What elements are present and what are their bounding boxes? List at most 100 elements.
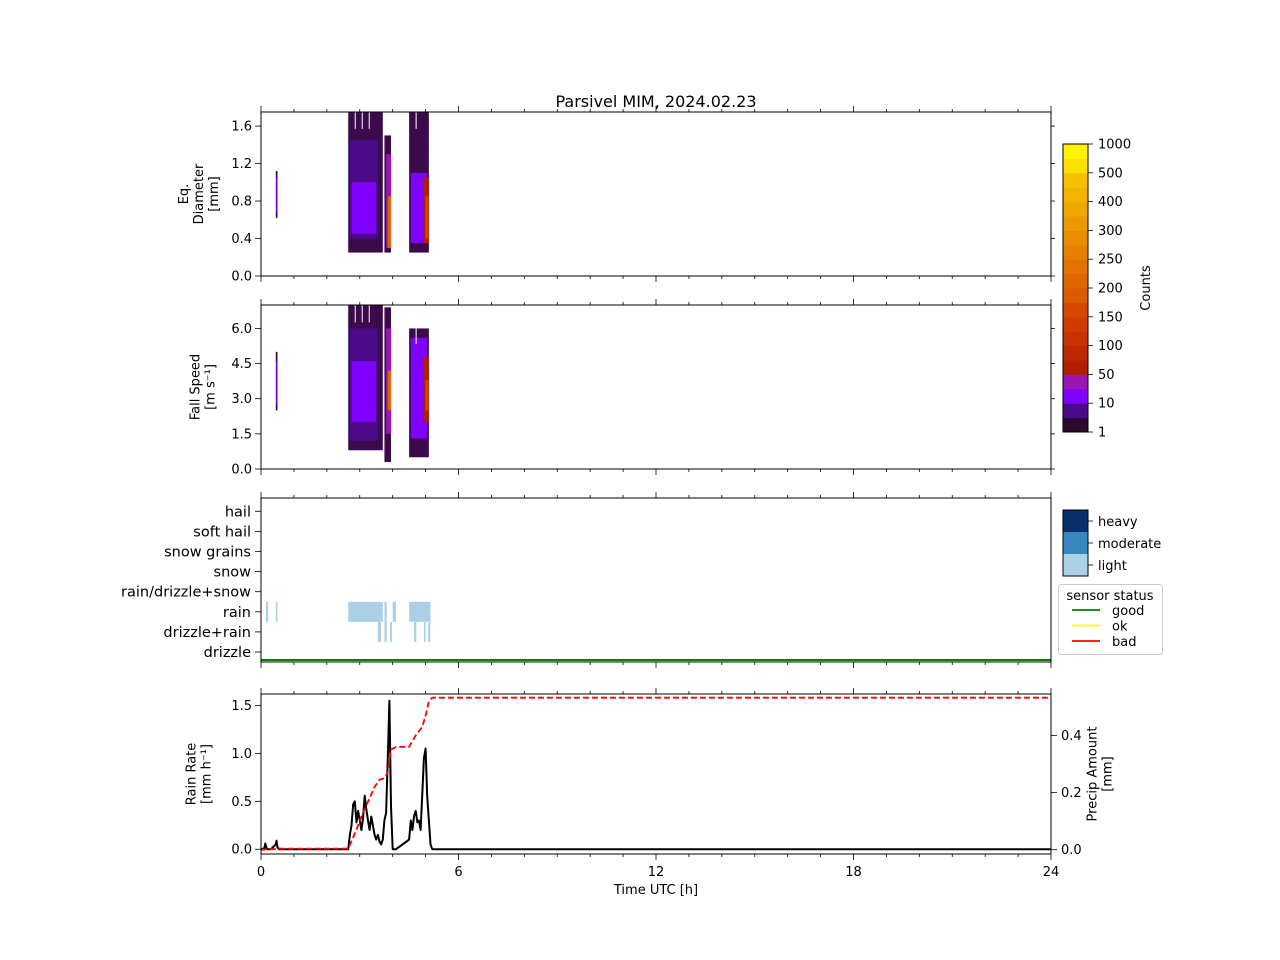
y-tick-label: 1.5 bbox=[231, 699, 252, 714]
counts-colorbar-swatch bbox=[1063, 388, 1088, 404]
y-tick-label: 0.4 bbox=[231, 232, 252, 247]
diameter-panel: 0.0 0.4 0.8 1.2 1.6 Eq.Diameter[mm] bbox=[177, 106, 1055, 285]
heatmap-cell-cluster bbox=[387, 196, 392, 248]
category-label: rain/drizzle+snow bbox=[121, 585, 251, 601]
rainrate-panel: 0 6 12 18 240.00.51.01.50.00.20.4 Rain Rate[… bbox=[185, 688, 1116, 880]
legend-item-label: ok bbox=[1112, 620, 1128, 635]
y-label-line: Rain Rate bbox=[185, 743, 200, 806]
counts-colorbar-swatch bbox=[1063, 201, 1088, 217]
x-axis-label: Time UTC [h] bbox=[613, 883, 698, 898]
category-label: drizzle+rain bbox=[163, 625, 251, 641]
y-tick-label: 0.0 bbox=[231, 270, 252, 285]
legend-item-label: bad bbox=[1112, 635, 1136, 650]
y-label-line: Eq. bbox=[177, 184, 192, 205]
category-label: drizzle bbox=[204, 645, 251, 661]
colorbar-tick-label: 1 bbox=[1098, 426, 1106, 441]
intensity-colorbar-swatch bbox=[1063, 510, 1088, 532]
legend-item-label: good bbox=[1112, 604, 1144, 619]
category-label: snow grains bbox=[164, 545, 251, 561]
y-tick-label: 0.8 bbox=[231, 195, 252, 210]
rainrate-lines bbox=[260, 696, 1051, 851]
y-tick-label: 0.5 bbox=[231, 795, 252, 810]
rainrate-ticks: 0 6 12 18 240.00.51.01.50.00.20.4 bbox=[231, 688, 1082, 880]
y-label-line: [m s⁻¹] bbox=[204, 364, 219, 410]
precip-type-segment bbox=[409, 601, 431, 622]
colorbar-tick-label: 100 bbox=[1098, 339, 1123, 354]
heatmap-cell-cluster bbox=[410, 172, 428, 244]
rainrate-ylabel: Rain Rate[mm h⁻¹] bbox=[185, 743, 215, 806]
precip-type-segment bbox=[384, 621, 387, 642]
precip-type-segment bbox=[377, 621, 382, 642]
intensity-label: moderate bbox=[1098, 537, 1161, 552]
colorbar-tick-label: 50 bbox=[1098, 368, 1115, 383]
heatmap-cell-cluster bbox=[276, 177, 278, 213]
y-tick-label: 4.5 bbox=[231, 357, 252, 372]
counts-colorbar-label: Counts bbox=[1139, 265, 1154, 311]
precip-type-segments bbox=[261, 601, 1051, 661]
y-tick-label: 1.6 bbox=[231, 120, 252, 135]
counts-colorbar-swatch bbox=[1063, 331, 1088, 347]
precip-type-ticks: drizzle drizzle+rain rain rain/drizzle+snow… bbox=[121, 492, 1052, 668]
sensor-status-legend-title: sensor status bbox=[1066, 589, 1153, 604]
counts-colorbar-ticks: 1 10 50 100 150 200 250 300 400 500 1000 bbox=[1088, 138, 1131, 441]
x-tick-label: 6 bbox=[454, 865, 462, 880]
y2-tick-label: 0.2 bbox=[1061, 786, 1082, 801]
fallspeed-panel: 0.0 1.5 3.0 4.5 6.0 Fall Speed[m s⁻¹] bbox=[189, 299, 1055, 478]
fallspeed-ticks: 0.0 1.5 3.0 4.5 6.0 bbox=[231, 299, 1055, 478]
diameter-ylabel: Eq.Diameter[mm] bbox=[177, 163, 222, 224]
fallspeed-heatmap bbox=[275, 305, 429, 462]
counts-colorbar-swatch bbox=[1063, 360, 1088, 375]
colorbar-tick-label: 1000 bbox=[1098, 138, 1131, 153]
counts-colorbar-swatch bbox=[1063, 244, 1088, 260]
precip-type-segment bbox=[414, 621, 417, 642]
intensity-colorbar-swatches bbox=[1063, 510, 1088, 576]
heatmap-cell-cluster bbox=[351, 182, 377, 234]
precip-type-segment bbox=[265, 601, 269, 622]
category-label: rain bbox=[223, 605, 251, 621]
y2-label-line: [mm] bbox=[1101, 756, 1116, 791]
category-label: snow bbox=[214, 565, 252, 581]
precip-type-segment bbox=[275, 601, 278, 622]
y-tick-label: 1.0 bbox=[231, 747, 252, 762]
fallspeed-ylabel: Fall Speed[m s⁻¹] bbox=[189, 354, 219, 420]
counts-colorbar-swatch bbox=[1063, 288, 1088, 303]
colorbar-tick-label: 250 bbox=[1098, 253, 1123, 268]
y2-label-line: Precip Amount bbox=[1086, 727, 1101, 822]
intensity-colorbar-swatch bbox=[1063, 554, 1088, 576]
precip-type-panel: drizzle drizzle+rain rain rain/drizzle+snow… bbox=[121, 492, 1052, 668]
colorbar-tick-label: 200 bbox=[1098, 282, 1123, 297]
intensity-colorbar-ticks: heavy moderate light bbox=[1088, 515, 1161, 574]
x-tick-label: 0 bbox=[257, 865, 265, 880]
y-tick-label: 1.2 bbox=[231, 157, 252, 172]
intensity-colorbar-swatch bbox=[1063, 532, 1088, 554]
heatmap-cell-cluster bbox=[387, 370, 392, 411]
y-tick-label: 0.0 bbox=[231, 843, 252, 858]
category-label: hail bbox=[225, 504, 251, 520]
colorbar-tick-label: 10 bbox=[1098, 397, 1115, 412]
colorbar-tick-label: 150 bbox=[1098, 310, 1123, 325]
intensity-label: heavy bbox=[1098, 515, 1138, 530]
colorbar-tick-label: 400 bbox=[1098, 195, 1123, 210]
x-tick-label: 24 bbox=[1043, 865, 1060, 880]
precip-type-segment bbox=[423, 621, 426, 642]
counts-colorbar-swatch bbox=[1063, 417, 1088, 433]
y2-tick-label: 0.0 bbox=[1061, 843, 1082, 858]
x-tick-label: 12 bbox=[648, 865, 665, 880]
x-tick-label: 18 bbox=[845, 865, 862, 880]
counts-colorbar-swatch bbox=[1063, 302, 1088, 318]
diameter-ticks: 0.0 0.4 0.8 1.2 1.6 bbox=[231, 106, 1055, 285]
y2-tick-label: 0.4 bbox=[1061, 729, 1082, 744]
precip-type-segment bbox=[428, 621, 431, 642]
counts-colorbar-swatch bbox=[1063, 144, 1088, 159]
precip-amount-ylabel: Precip Amount[mm] bbox=[1086, 727, 1116, 822]
counts-colorbar-swatch bbox=[1063, 273, 1088, 289]
y-tick-label: 6.0 bbox=[231, 322, 252, 337]
rainrate-axes-frame bbox=[260, 693, 1052, 855]
counts-colorbar-swatch bbox=[1063, 345, 1088, 361]
heatmap-cell-cluster bbox=[425, 379, 429, 411]
counts-colorbar-swatch bbox=[1063, 187, 1088, 203]
sensor-status-legend-frame bbox=[1058, 584, 1163, 655]
